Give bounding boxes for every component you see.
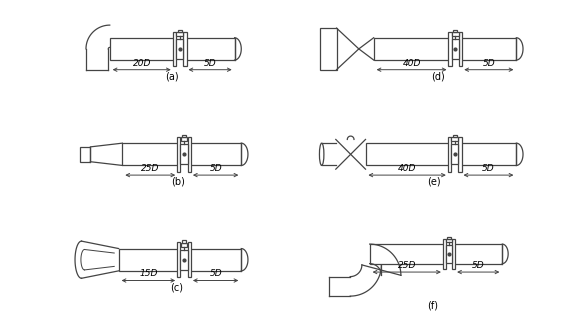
Bar — [446, 245, 452, 263]
Bar — [180, 144, 188, 164]
Text: 40D: 40D — [398, 164, 416, 173]
Bar — [85, 21, 110, 49]
Text: (a): (a) — [166, 71, 179, 81]
Bar — [370, 244, 444, 263]
Bar — [452, 135, 456, 137]
Text: 20D: 20D — [132, 59, 151, 68]
Bar — [448, 32, 452, 66]
Bar — [188, 242, 191, 277]
Text: 5D: 5D — [209, 164, 222, 173]
Bar — [459, 32, 462, 66]
Bar — [366, 143, 449, 166]
Bar — [374, 38, 449, 60]
Bar — [183, 32, 187, 66]
Text: 5D: 5D — [482, 164, 495, 173]
Bar — [446, 239, 452, 242]
Bar — [176, 39, 183, 59]
Bar — [188, 137, 191, 172]
Bar — [452, 39, 459, 59]
Bar — [452, 239, 455, 269]
Text: 25D: 25D — [141, 164, 159, 173]
Bar — [190, 249, 241, 271]
Bar — [181, 243, 187, 247]
Text: (d): (d) — [431, 71, 444, 81]
Text: 5D: 5D — [472, 261, 484, 270]
Bar — [454, 30, 458, 32]
Text: (f): (f) — [427, 300, 438, 310]
Text: (c): (c) — [170, 282, 182, 292]
Bar — [181, 137, 187, 141]
Bar — [182, 241, 186, 243]
Text: (e): (e) — [427, 177, 440, 187]
Text: 40D: 40D — [402, 59, 421, 68]
Bar — [119, 249, 178, 271]
Bar — [320, 28, 336, 70]
Text: 5D: 5D — [483, 59, 495, 68]
Text: 15D: 15D — [139, 270, 157, 278]
Bar — [461, 143, 517, 166]
Text: (b): (b) — [171, 177, 185, 187]
Bar — [443, 239, 446, 269]
Bar — [454, 244, 503, 263]
Bar — [190, 143, 241, 166]
Bar — [173, 32, 176, 66]
Ellipse shape — [319, 143, 324, 166]
Bar — [447, 237, 451, 239]
Bar — [180, 250, 188, 270]
Bar — [448, 137, 451, 172]
Bar — [451, 144, 458, 164]
Bar — [185, 38, 234, 60]
Text: 5D: 5D — [203, 59, 216, 68]
Text: 25D: 25D — [398, 261, 416, 270]
Bar — [451, 137, 458, 141]
Bar — [122, 143, 178, 166]
Bar — [177, 242, 180, 277]
Bar — [178, 30, 182, 32]
Text: 5D: 5D — [209, 270, 222, 278]
Bar — [110, 38, 174, 60]
Bar — [461, 38, 517, 60]
Bar — [458, 137, 462, 172]
Bar — [176, 32, 183, 36]
Bar — [80, 147, 90, 162]
Bar — [182, 135, 186, 137]
Bar — [452, 32, 459, 36]
Bar — [177, 137, 180, 172]
